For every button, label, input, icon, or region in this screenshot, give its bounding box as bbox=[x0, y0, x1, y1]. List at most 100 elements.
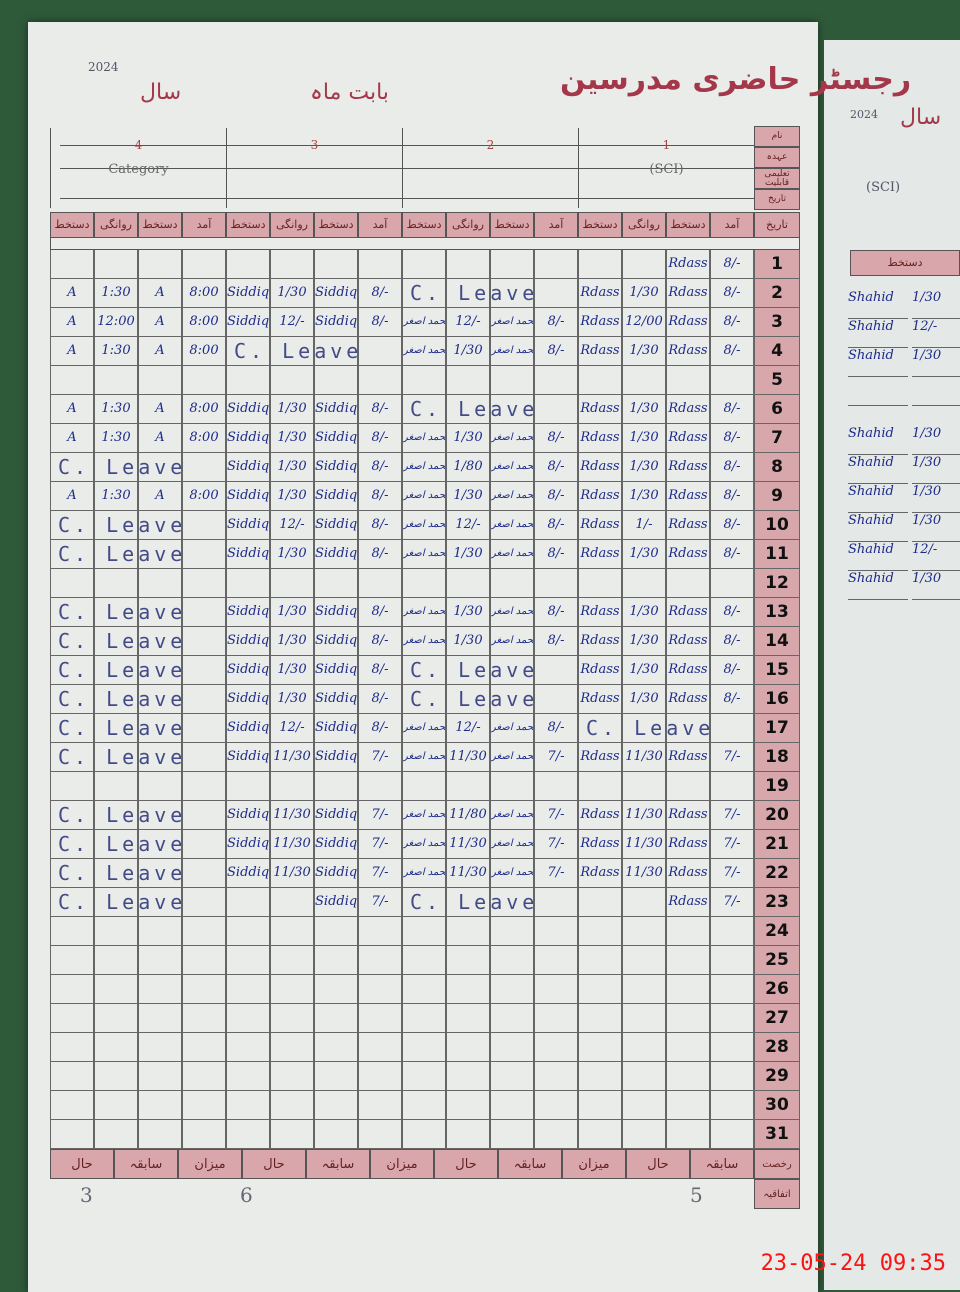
attendance-cell bbox=[94, 801, 138, 830]
attendance-cell: محمد اصغر bbox=[402, 453, 446, 482]
attendance-cell bbox=[94, 1120, 138, 1149]
right-entry-name: Shahid bbox=[848, 484, 908, 513]
attendance-cell: 8/- bbox=[710, 424, 754, 453]
attendance-cell bbox=[138, 888, 182, 917]
attendance-cell bbox=[94, 1091, 138, 1120]
attendance-cell bbox=[534, 946, 578, 975]
attendance-cell bbox=[270, 1091, 314, 1120]
attendance-cell bbox=[710, 1033, 754, 1062]
attendance-cell bbox=[534, 1120, 578, 1149]
footer-header: سابقہ bbox=[306, 1149, 370, 1179]
attendance-cell: Siddiq bbox=[314, 714, 358, 743]
attendance-cell bbox=[666, 569, 710, 598]
row-date: 4 bbox=[754, 337, 800, 366]
row-date: 27 bbox=[754, 1004, 800, 1033]
attendance-cell bbox=[138, 250, 182, 279]
attendance-cell bbox=[94, 975, 138, 1004]
attendance-cell bbox=[138, 801, 182, 830]
attendance-cell bbox=[666, 714, 710, 743]
attendance-cell: محمد اصغر bbox=[490, 598, 534, 627]
attendance-cell: محمد اصغر bbox=[402, 714, 446, 743]
attendance-cell: 12/- bbox=[446, 511, 490, 540]
attendance-cell bbox=[490, 946, 534, 975]
attendance-cell bbox=[138, 511, 182, 540]
attendance-cell bbox=[314, 975, 358, 1004]
attendance-cell bbox=[182, 772, 226, 801]
attendance-cell bbox=[182, 1033, 226, 1062]
right-entry-time: 1/30 bbox=[912, 513, 960, 542]
attendance-cell bbox=[94, 598, 138, 627]
attendance-cell: 12:00 bbox=[94, 308, 138, 337]
attendance-cell: Rdass bbox=[666, 424, 710, 453]
footer-header: حال bbox=[50, 1149, 114, 1179]
attendance-cell bbox=[622, 1120, 666, 1149]
attendance-cell bbox=[138, 1091, 182, 1120]
attendance-cell: محمد اصغر bbox=[490, 714, 534, 743]
column-header: روانگی bbox=[446, 212, 490, 238]
attendance-cell: محمد اصغر bbox=[402, 424, 446, 453]
teacher-block-t1: 1 (SCI) bbox=[578, 128, 754, 208]
attendance-cell bbox=[402, 975, 446, 1004]
casual-leave-entry: C. Leave bbox=[586, 716, 715, 740]
attendance-cell bbox=[446, 1120, 490, 1149]
attendance-cell bbox=[402, 1120, 446, 1149]
attendance-cell: 1/30 bbox=[622, 453, 666, 482]
attendance-cell: 1:30 bbox=[94, 424, 138, 453]
attendance-cell bbox=[710, 1004, 754, 1033]
attendance-cell bbox=[50, 917, 94, 946]
attendance-cell: A bbox=[50, 482, 94, 511]
teacher-number: 1 bbox=[662, 138, 671, 152]
attendance-cell bbox=[138, 627, 182, 656]
attendance-cell: 11/30 bbox=[622, 801, 666, 830]
attendance-cell bbox=[270, 1062, 314, 1091]
attendance-cell: 7/- bbox=[534, 801, 578, 830]
attendance-cell: 8/- bbox=[358, 308, 402, 337]
attendance-cell bbox=[490, 685, 534, 714]
attendance-cell bbox=[50, 250, 94, 279]
attendance-cell bbox=[578, 946, 622, 975]
attendance-cell bbox=[622, 975, 666, 1004]
attendance-cell bbox=[402, 685, 446, 714]
attendance-cell: 8/- bbox=[534, 308, 578, 337]
attendance-cell bbox=[622, 772, 666, 801]
row-date: 18 bbox=[754, 743, 800, 772]
attendance-cell: 1/30 bbox=[270, 627, 314, 656]
attendance-cell bbox=[402, 366, 446, 395]
attendance-cell bbox=[138, 453, 182, 482]
attendance-cell: Siddiq bbox=[314, 598, 358, 627]
attendance-cell: 1/30 bbox=[446, 337, 490, 366]
column-header: دستخط bbox=[578, 212, 622, 238]
attendance-cell bbox=[138, 569, 182, 598]
attendance-cell bbox=[182, 627, 226, 656]
attendance-cell bbox=[270, 946, 314, 975]
attendance-cell bbox=[226, 1033, 270, 1062]
footer-header: میزان bbox=[370, 1149, 434, 1179]
attendance-cell bbox=[50, 830, 94, 859]
attendance-cell bbox=[358, 337, 402, 366]
attendance-cell: Rdass bbox=[666, 250, 710, 279]
attendance-cell bbox=[446, 946, 490, 975]
casual-leave-entry: C. Leave bbox=[410, 397, 539, 421]
attendance-cell: 8/- bbox=[358, 279, 402, 308]
attendance-cell bbox=[182, 540, 226, 569]
attendance-cell: 7/- bbox=[358, 830, 402, 859]
attendance-cell bbox=[94, 685, 138, 714]
footer-header: حال bbox=[242, 1149, 306, 1179]
attendance-cell bbox=[490, 917, 534, 946]
attendance-cell bbox=[402, 656, 446, 685]
attendance-cell bbox=[226, 917, 270, 946]
attendance-cell: 1/30 bbox=[270, 453, 314, 482]
attendance-cell bbox=[270, 1004, 314, 1033]
attendance-cell: Siddiq bbox=[226, 395, 270, 424]
casual-leave-entry: C. Leave bbox=[234, 339, 363, 363]
attendance-cell: محمد اصغر bbox=[490, 743, 534, 772]
attendance-cell: 8/- bbox=[710, 482, 754, 511]
attendance-cell bbox=[314, 569, 358, 598]
column-header: دستخط bbox=[50, 212, 94, 238]
attendance-cell: Siddiq bbox=[226, 743, 270, 772]
attendance-cell: 8/- bbox=[358, 685, 402, 714]
row-date: 20 bbox=[754, 801, 800, 830]
attendance-cell: Rdass bbox=[578, 830, 622, 859]
attendance-cell: 8/- bbox=[534, 482, 578, 511]
attendance-cell: 11/30 bbox=[446, 830, 490, 859]
